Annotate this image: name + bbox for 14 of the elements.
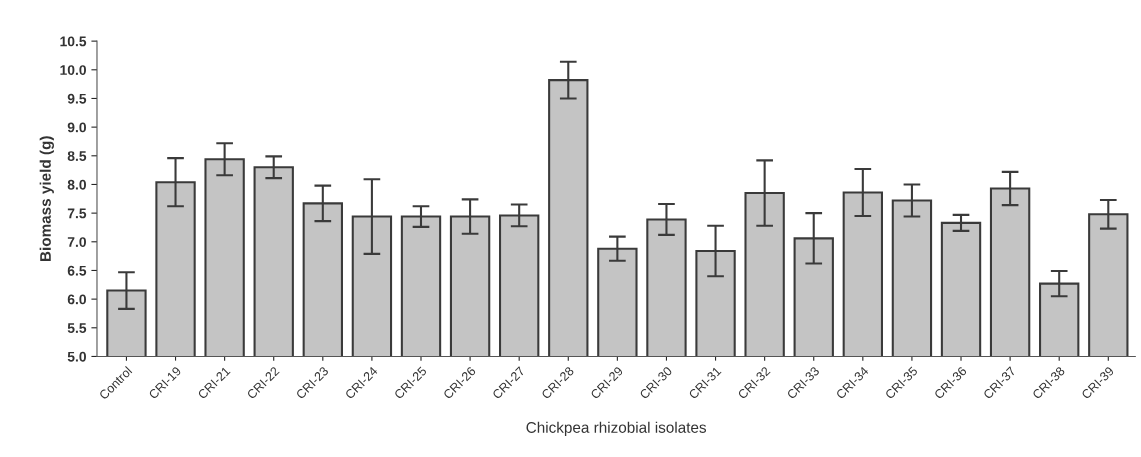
y-tick-label: 5.5 — [67, 323, 87, 333]
y-tick-label: 8.5 — [67, 151, 87, 161]
y-tick-label: 5.0 — [67, 351, 86, 362]
y-axis-title: Biomass yield (g) — [39, 136, 54, 262]
y-tick-label: 6.5 — [67, 265, 87, 276]
y-tick-label: 7.5 — [67, 208, 87, 219]
y-tick-label: 6.0 — [67, 294, 86, 305]
y-tick-label: 9.0 — [67, 122, 86, 133]
y-tick-label: 9.5 — [67, 93, 87, 104]
y-tick-label: 10.0 — [60, 65, 86, 75]
y-tick-label: 8.0 — [67, 179, 86, 190]
y-tick-label: 10.5 — [60, 36, 87, 47]
y-tick-label: 7.0 — [67, 237, 86, 247]
x-axis-title: Chickpea rhizobial isolates — [526, 421, 707, 436]
